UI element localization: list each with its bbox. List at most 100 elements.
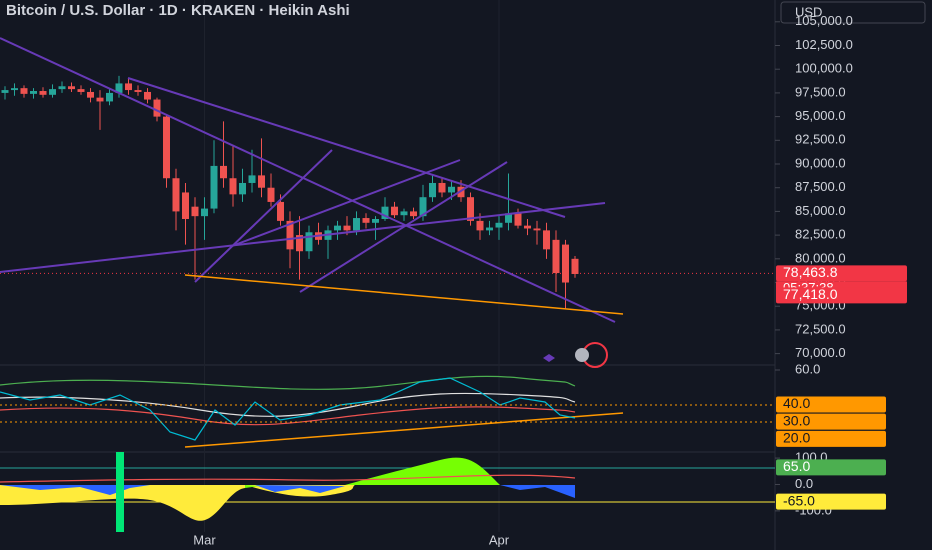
candle-body (495, 222, 503, 228)
y-tick-label: 105,000.0 (795, 13, 853, 28)
price-badge-label: 40.0 (783, 395, 810, 411)
trendline (231, 159, 461, 247)
candle-body (182, 192, 189, 219)
candle-body (286, 220, 294, 250)
candle-body (486, 227, 493, 231)
price-badge-label: -65.0 (783, 492, 815, 508)
candle-body (68, 86, 75, 90)
candle-body (571, 258, 579, 274)
trendline (299, 161, 508, 293)
candle-body (163, 116, 170, 179)
candle-body (514, 213, 522, 226)
candle-body (543, 230, 550, 250)
y-tick-label: 100,000.0 (795, 61, 853, 76)
y-tick-label: 60.0 (795, 361, 820, 376)
currency-button[interactable] (780, 1, 926, 24)
indicator-line (0, 474, 576, 483)
candle-body (153, 99, 161, 117)
candle-body (20, 88, 28, 94)
trendlines (0, 37, 624, 448)
price-badge (776, 413, 886, 430)
candle-body (438, 182, 446, 193)
x-tick-label: Mar (193, 532, 216, 547)
y-tick-label: 80,000.0 (795, 250, 846, 265)
candle-body (448, 186, 455, 193)
y-tick-label: 97,500.0 (795, 84, 846, 99)
price-badge-label: 30.0 (783, 412, 810, 428)
candle-body (210, 165, 218, 209)
candle-body (476, 220, 484, 231)
price-badge-label: 65.0 (783, 458, 810, 474)
price-badge-label: 78,463.8 (783, 264, 838, 280)
candle-body (11, 88, 18, 91)
candle-body (201, 208, 208, 217)
candle-body (49, 89, 56, 95)
axes: 70,000.072,500.075,000.077,500.080,000.0… (193, 13, 907, 547)
candle-body (381, 206, 389, 219)
price-badge (776, 493, 886, 510)
candle-body (58, 86, 66, 90)
candle-body (172, 178, 180, 212)
candle-body (419, 197, 427, 217)
oscillator-area (0, 485, 245, 521)
candle-body (39, 91, 47, 95)
candle-body (533, 228, 541, 231)
candle-body (1, 90, 9, 93)
candle-body (391, 206, 398, 216)
y-tick-label: 87,500.0 (795, 179, 846, 194)
candle-body (258, 175, 265, 188)
event-icon[interactable] (575, 348, 589, 362)
candle-body (144, 91, 151, 100)
y-tick-label: 102,500.0 (795, 37, 853, 52)
candle-body (305, 232, 313, 252)
candle-body (248, 175, 256, 183)
candle-body (505, 213, 512, 223)
support-line (184, 274, 624, 315)
candle-body (191, 206, 199, 217)
candle-body (106, 92, 113, 102)
candle-body (410, 211, 417, 217)
support-line (184, 412, 624, 448)
price-badge (776, 430, 886, 447)
candle-body (400, 211, 408, 216)
indicator-line (0, 406, 576, 426)
candle-body (467, 197, 474, 221)
price-badge (776, 265, 907, 282)
price-badge (776, 287, 907, 304)
y-tick-label: 90,000.0 (795, 155, 846, 170)
candle-body (343, 225, 351, 231)
candle-body (524, 225, 531, 229)
candle-body (362, 218, 370, 223)
oscillator-area (0, 485, 575, 498)
signal-bar (116, 452, 124, 532)
price-badge-label: 77,418.0 (783, 286, 838, 302)
price-badge-label: 20.0 (783, 430, 810, 446)
indicator-line (0, 392, 576, 417)
candle-body (267, 187, 275, 202)
trendline (127, 77, 566, 218)
event-marker[interactable] (543, 354, 555, 362)
candle-body (334, 225, 341, 231)
y-tick-label: 85,000.0 (795, 203, 846, 218)
trendline (0, 37, 616, 323)
oscillator-area (245, 457, 500, 488)
y-tick-label: 72,500.0 (795, 321, 846, 336)
candle-body (220, 165, 227, 179)
trendline (0, 202, 606, 273)
trendline (194, 149, 333, 283)
candle-body (115, 83, 123, 93)
y-tick-label: 95,000.0 (795, 108, 846, 123)
candle-body (30, 91, 37, 94)
candle-body (296, 235, 303, 252)
candle-body (77, 89, 85, 92)
indicator-line (0, 377, 576, 441)
y-tick-label: 70,000.0 (795, 345, 846, 360)
currency-label[interactable]: USD (795, 4, 822, 19)
candle-body (87, 91, 94, 98)
candle-body (134, 90, 142, 92)
price-badge (776, 396, 886, 413)
indicators (0, 375, 775, 532)
candle-body (353, 218, 360, 231)
chart-title: Bitcoin / U.S. Dollar · 1D · KRAKEN · He… (6, 2, 350, 19)
candle-body (372, 219, 379, 223)
